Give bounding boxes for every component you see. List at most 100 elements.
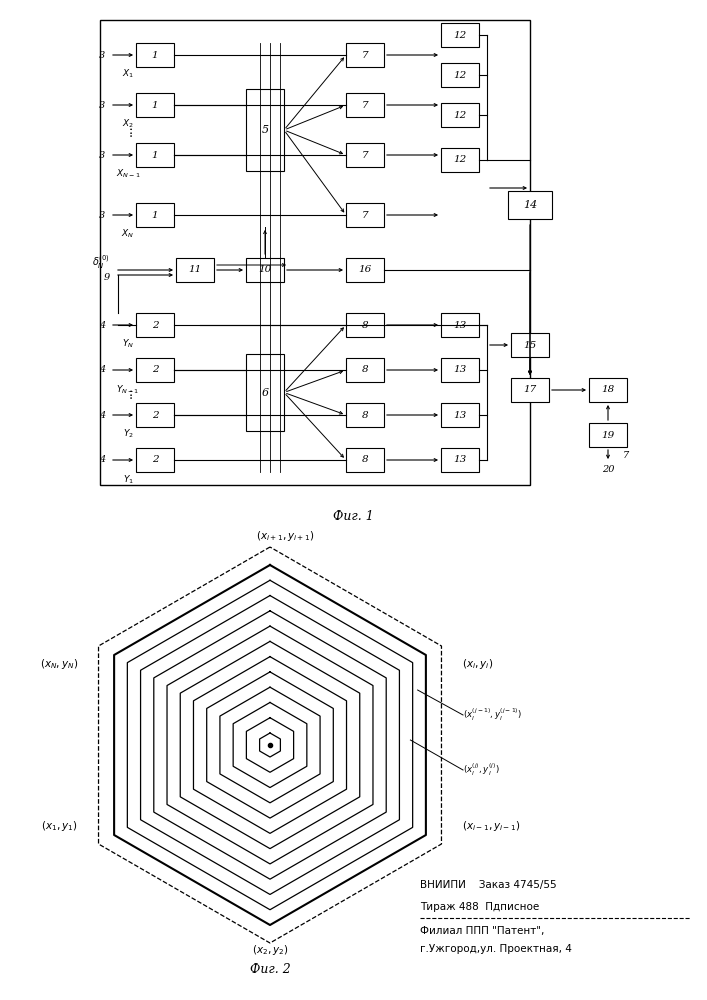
Text: 6: 6: [262, 387, 269, 397]
Text: 13: 13: [453, 456, 467, 464]
Bar: [136, 203, 174, 227]
Bar: [589, 378, 627, 402]
Bar: [441, 448, 479, 472]
Bar: [441, 103, 479, 127]
Text: 2: 2: [152, 320, 158, 330]
Bar: [441, 23, 479, 47]
Bar: [441, 403, 479, 427]
Text: 3: 3: [99, 50, 105, 60]
Text: 4: 4: [99, 365, 105, 374]
Text: 8: 8: [362, 410, 368, 420]
Bar: [346, 358, 384, 382]
Text: ...: ...: [122, 124, 134, 136]
Text: 4: 4: [99, 410, 105, 420]
Text: 9: 9: [104, 273, 110, 282]
Text: 12: 12: [453, 155, 467, 164]
Text: 5: 5: [262, 125, 269, 135]
Text: $(x_N, y_N)$: $(x_N, y_N)$: [40, 657, 78, 671]
Text: $(x_{i+1}, y_{i+1})$: $(x_{i+1}, y_{i+1})$: [256, 529, 314, 543]
Bar: [136, 143, 174, 167]
Text: $Y_1$: $Y_1$: [122, 473, 134, 486]
Bar: [176, 258, 214, 282]
Text: 7: 7: [362, 50, 368, 60]
Bar: [441, 148, 479, 172]
Text: $Y_{N-1}$: $Y_{N-1}$: [116, 383, 140, 395]
Bar: [511, 333, 549, 357]
Text: 10: 10: [258, 265, 271, 274]
Text: 2: 2: [152, 410, 158, 420]
Text: $(x_l^{(j-1)}, y_l^{(j-1)})$: $(x_l^{(j-1)}, y_l^{(j-1)})$: [463, 707, 522, 723]
Bar: [441, 313, 479, 337]
Text: 13: 13: [453, 365, 467, 374]
Text: $Y_N$: $Y_N$: [122, 338, 134, 351]
Text: 8: 8: [362, 456, 368, 464]
Text: 1: 1: [152, 150, 158, 159]
Text: 12: 12: [453, 30, 467, 39]
Text: 7: 7: [362, 211, 368, 220]
Text: 3: 3: [99, 101, 105, 109]
Text: 19: 19: [602, 430, 614, 440]
Text: $(x_l^{(j)}, y_l^{(j)})$: $(x_l^{(j)}, y_l^{(j)})$: [463, 762, 500, 778]
Bar: [346, 403, 384, 427]
Text: 3: 3: [99, 150, 105, 159]
Text: 15: 15: [523, 340, 537, 350]
Bar: [346, 448, 384, 472]
Bar: [346, 313, 384, 337]
Text: г.Ужгород,ул. Проектная, 4: г.Ужгород,ул. Проектная, 4: [420, 944, 572, 954]
Text: 2: 2: [152, 456, 158, 464]
Text: 7: 7: [362, 150, 368, 159]
Text: 17: 17: [523, 385, 537, 394]
Text: 14: 14: [523, 200, 537, 210]
Text: 13: 13: [453, 320, 467, 330]
Bar: [346, 203, 384, 227]
Text: $X_{N-1}$: $X_{N-1}$: [116, 168, 140, 180]
Text: $(x_{i-1}, y_{i-1})$: $(x_{i-1}, y_{i-1})$: [462, 819, 520, 833]
Text: 8: 8: [362, 365, 368, 374]
Text: 8: 8: [362, 320, 368, 330]
Bar: [136, 93, 174, 117]
Text: Фиг. 1: Фиг. 1: [332, 510, 373, 524]
Bar: [441, 358, 479, 382]
Bar: [246, 89, 284, 171]
Text: ...: ...: [122, 387, 134, 398]
Bar: [136, 313, 174, 337]
Text: $(x_1, y_1)$: $(x_1, y_1)$: [42, 819, 78, 833]
Bar: [346, 43, 384, 67]
Text: $X_1$: $X_1$: [122, 68, 134, 81]
Bar: [441, 63, 479, 87]
Bar: [246, 258, 284, 282]
Text: Филиал ППП "Патент",: Филиал ППП "Патент",: [420, 926, 544, 936]
Text: 11: 11: [188, 265, 201, 274]
Bar: [136, 43, 174, 67]
Text: $(x_2, y_2)$: $(x_2, y_2)$: [252, 943, 288, 957]
Bar: [246, 354, 284, 431]
Text: 4: 4: [99, 456, 105, 464]
Text: 2: 2: [152, 365, 158, 374]
Text: $\delta^{(0)}_N$: $\delta^{(0)}_N$: [92, 253, 110, 271]
Text: $(x_i, y_i)$: $(x_i, y_i)$: [462, 657, 493, 671]
Bar: [136, 358, 174, 382]
Text: Фиг. 2: Фиг. 2: [250, 963, 291, 976]
Bar: [100, 20, 530, 485]
Bar: [511, 378, 549, 402]
Text: 16: 16: [358, 265, 372, 274]
Bar: [346, 258, 384, 282]
Text: 20: 20: [602, 466, 614, 475]
Text: 1: 1: [152, 101, 158, 109]
Bar: [589, 423, 627, 447]
Text: 1: 1: [152, 50, 158, 60]
Text: ВНИИПИ    Заказ 4745/55: ВНИИПИ Заказ 4745/55: [420, 880, 556, 890]
Bar: [136, 403, 174, 427]
Bar: [346, 93, 384, 117]
Text: 1: 1: [152, 211, 158, 220]
Text: 13: 13: [453, 410, 467, 420]
Text: 18: 18: [602, 385, 614, 394]
Text: 7: 7: [362, 101, 368, 109]
Text: $X_2$: $X_2$: [122, 118, 134, 130]
Text: Тираж 488  Пдписное: Тираж 488 Пдписное: [420, 902, 539, 912]
Text: 12: 12: [453, 70, 467, 80]
Text: 7: 7: [623, 450, 629, 460]
Bar: [508, 191, 552, 219]
Text: $Y_2$: $Y_2$: [122, 428, 134, 440]
Text: 3: 3: [99, 211, 105, 220]
